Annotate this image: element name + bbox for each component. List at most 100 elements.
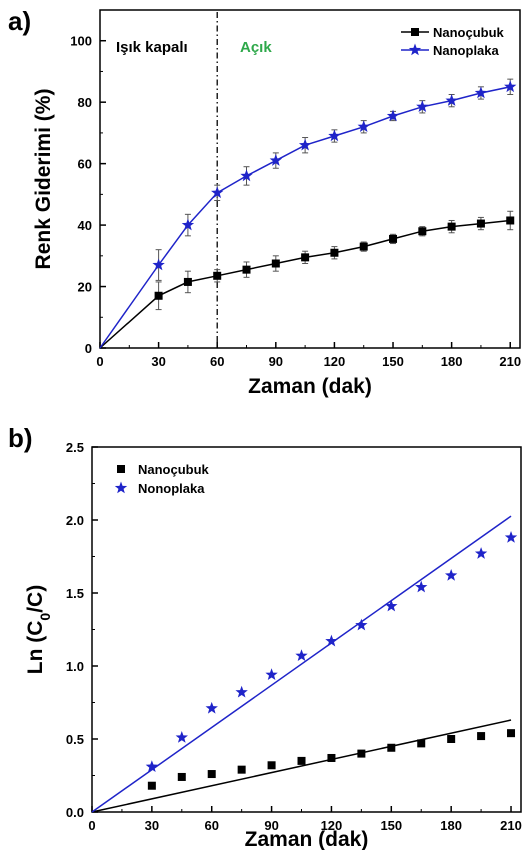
data-point-a (213, 271, 222, 280)
x-tick-label-a: 90 (269, 354, 283, 369)
series-line-a-0 (99, 219, 511, 349)
data-point-a (447, 222, 456, 231)
data-point-b (265, 668, 278, 681)
y-axis-title-b-sub: 0 (37, 613, 53, 621)
data-point-b (297, 756, 306, 765)
x-tick-label-b: 0 (88, 818, 95, 833)
data-point-b (444, 568, 458, 581)
data-point-a (298, 138, 312, 151)
data-point-a (504, 80, 517, 93)
legend-b: Nanoçubuk Nonoplaka (114, 462, 210, 496)
x-tick-label-a: 150 (382, 354, 404, 369)
plot-frame-b (91, 446, 522, 813)
data-point-a (328, 129, 341, 142)
data-point-a (181, 218, 195, 231)
x-tick-label-b: 120 (321, 818, 343, 833)
y-tick-label-b: 2.5 (66, 440, 84, 455)
y-tick-label-a: 20 (78, 280, 92, 295)
y-tick-label-a: 40 (78, 218, 92, 233)
data-point-b (267, 761, 276, 770)
data-point-b (477, 732, 486, 741)
x-tick-label-b: 60 (204, 818, 218, 833)
data-point-b (387, 743, 396, 752)
data-point-a (330, 248, 339, 257)
data-point-b (327, 753, 336, 762)
data-point-b (357, 749, 366, 758)
data-point-b (147, 781, 156, 790)
data-point-a (301, 253, 310, 262)
x-axis-title-a: Zaman (dak) (248, 375, 372, 398)
data-point-a (242, 265, 251, 274)
plot-frame-a (99, 9, 521, 349)
x-tick-label-a: 30 (151, 354, 165, 369)
x-tick-label-a: 180 (441, 354, 463, 369)
data-point-b (504, 531, 518, 543)
data-point-a (240, 169, 253, 182)
chart-b: b) 0 30 60 90 120 150 180 210 0.0 0.5 1.0 1.5 2.0 2.5… (8, 423, 522, 850)
legend-marker-b (117, 465, 125, 473)
x-tick-label-a: 0 (96, 354, 103, 369)
y-tick-label-b: 0.0 (66, 805, 84, 820)
y-tick-label-b: 2.0 (66, 513, 84, 528)
data-point-a (474, 86, 488, 99)
annotation-light-off: Işık kapalı (116, 39, 188, 56)
legend-label-nanocubuk-a: Nanoçubuk (433, 25, 505, 40)
data-point-a (506, 216, 515, 225)
legend-a: Nanoçubuk Nanoplaka (401, 25, 505, 58)
data-point-a (269, 154, 282, 166)
y-tick-label-b: 1.0 (66, 659, 84, 674)
panel-a-label: a) (8, 6, 31, 36)
data-point-a (445, 94, 458, 106)
x-tick-label-b: 150 (380, 818, 402, 833)
data-point-b (205, 701, 218, 714)
x-tick-label-a: 210 (499, 354, 521, 369)
y-tick-label-a: 0 (85, 341, 92, 356)
data-point-b (237, 765, 246, 774)
legend-label-nanoplaka-a: Nanoplaka (433, 43, 500, 58)
legend-label-nanocubuk-b: Nanoçubuk (138, 462, 210, 477)
data-point-a (154, 291, 163, 300)
data-point-b (145, 760, 159, 772)
data-point-a (418, 227, 427, 236)
data-point-a (183, 277, 192, 286)
annotation-light-on: Açık (240, 39, 272, 56)
data-point-a (271, 259, 280, 268)
y-tick-label-a: 60 (78, 157, 92, 172)
x-tick-label-a: 120 (324, 354, 346, 369)
y-tick-label-b: 1.5 (66, 586, 84, 601)
data-point-a (386, 109, 400, 122)
fit-line-b-0 (91, 719, 512, 813)
legend-label-nonoplaka-b: Nonoplaka (138, 481, 205, 496)
data-point-a (389, 234, 398, 243)
legend-marker-a (411, 28, 419, 36)
legend-marker-b (114, 481, 128, 494)
data-point-b (415, 580, 428, 593)
y-tick-label-a: 80 (78, 95, 92, 110)
x-axis-title-b: Zaman (dak) (245, 828, 369, 850)
chart-a: a) 0 30 60 90 120 150 180 210 0 20 40 60 80 100 Zaman… (8, 6, 521, 398)
y-axis-title-a: Renk Giderimi (%) (32, 89, 55, 270)
x-tick-label-b: 30 (145, 818, 159, 833)
data-point-b (177, 772, 186, 781)
panel-b-label: b) (8, 423, 33, 453)
data-point-b (235, 685, 248, 698)
data-point-b (355, 618, 368, 631)
data-point-b (474, 547, 488, 559)
data-point-a (359, 242, 368, 251)
y-tick-label-b: 0.5 (66, 732, 84, 747)
data-point-b (295, 649, 308, 662)
y-tick-label-a: 100 (70, 34, 92, 49)
data-point-a (416, 100, 429, 113)
data-point-b (447, 735, 456, 743)
x-tick-label-b: 90 (264, 818, 278, 833)
data-point-a (476, 219, 485, 228)
x-tick-label-b: 180 (440, 818, 462, 833)
data-point-a (357, 120, 370, 133)
series-line-a-1 (99, 86, 511, 349)
fit-line-b-1 (91, 515, 512, 813)
x-tick-label-a: 60 (210, 354, 224, 369)
data-point-b (175, 731, 188, 743)
y-axis-title-b-tail: /C) (24, 585, 47, 613)
data-point-b (325, 634, 338, 647)
